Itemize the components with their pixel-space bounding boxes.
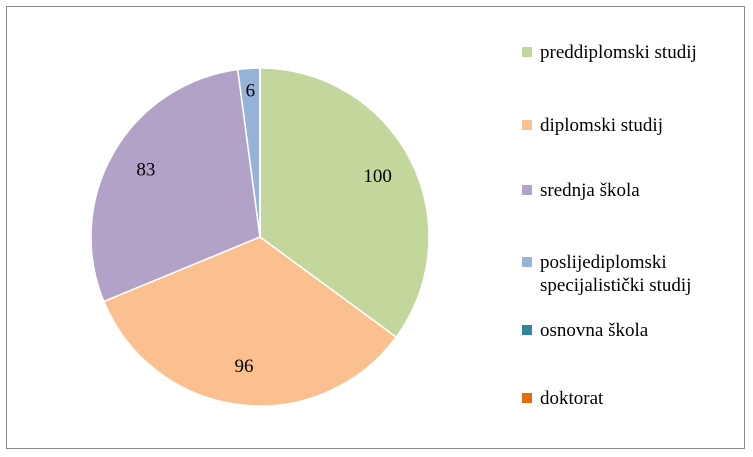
legend-swatch [522, 325, 532, 335]
pie-slice [259, 67, 430, 339]
pie-slice [90, 68, 261, 303]
legend-swatch [522, 257, 532, 267]
legend-label: poslijediplomski specijalistički studij [540, 252, 692, 296]
legend-label: doktorat [540, 388, 604, 409]
legend-entry: doktorat [522, 387, 740, 410]
data-label: 83 [136, 159, 155, 180]
legend-entry: poslijediplomski specijalistički studij [522, 251, 740, 297]
legend-entry: diplomski studij [522, 114, 740, 137]
legend-entry: preddiplomski studij [522, 41, 740, 64]
legend-label: srednja škola [540, 180, 640, 201]
legend-label: preddiplomski studij [540, 42, 697, 63]
pie-slice [102, 236, 398, 407]
data-label: 100 [363, 166, 392, 187]
legend-swatch [522, 47, 532, 57]
legend-label: osnovna škola [540, 320, 649, 341]
legend-entry: osnovna škola [522, 319, 740, 342]
data-label: 96 [235, 356, 254, 377]
legend-swatch [522, 185, 532, 195]
data-label: 6 [246, 80, 256, 101]
legend-label: diplomski studij [540, 115, 663, 136]
legend-swatch [522, 120, 532, 130]
legend-swatch [522, 393, 532, 403]
chart-frame [6, 6, 745, 449]
legend-entry: srednja škola [522, 179, 740, 202]
